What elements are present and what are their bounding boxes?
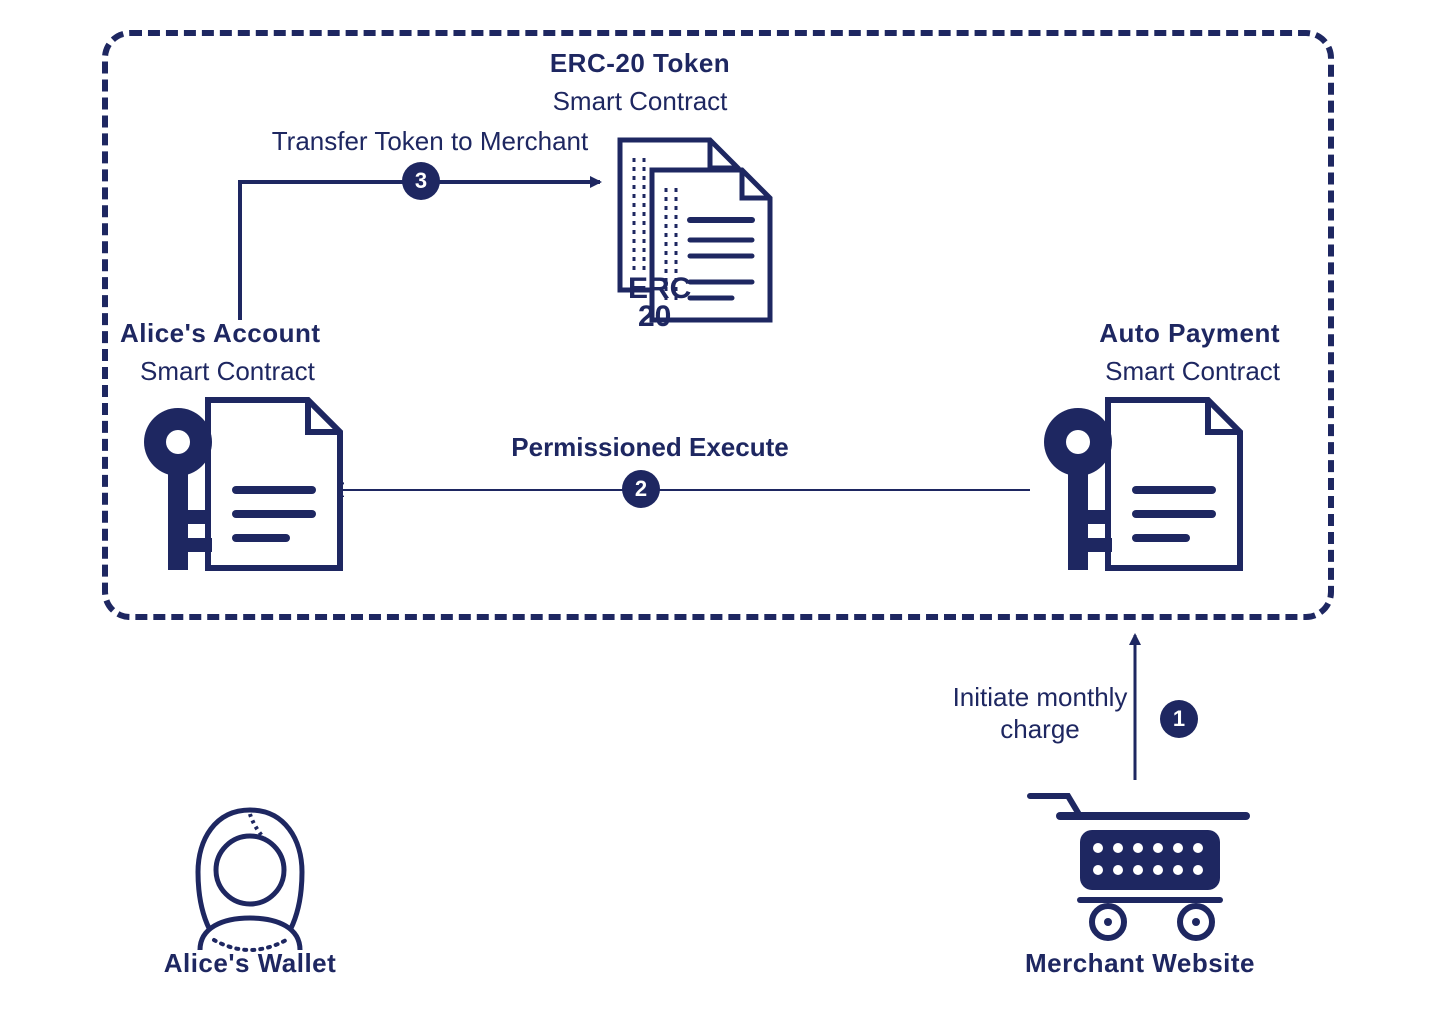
diagram-stage: ERC 20 [0,0,1440,1021]
merchant-website-label: Merchant Website [1010,948,1270,979]
step3-label: Transfer Token to Merchant [260,126,600,157]
shopping-cart-icon [1030,796,1246,938]
alice-wallet-label: Alice's Wallet [130,948,370,979]
step3-badge: 3 [402,162,440,200]
alice-account-subtitle: Smart Contract [140,356,380,387]
alice-person-icon [198,810,302,950]
alice-account-title: Alice's Account [120,318,380,349]
erc20-subtitle: Smart Contract [500,86,780,117]
step1-badge: 1 [1160,700,1198,738]
step2-badge: 2 [622,470,660,508]
step1-label-line2: charge [930,714,1150,745]
step1-label-line1: Initiate monthly [930,682,1150,713]
auto-payment-title: Auto Payment [1040,318,1280,349]
auto-payment-subtitle: Smart Contract [1040,356,1280,387]
erc20-title: ERC-20 Token [500,48,780,79]
step2-label: Permissioned Execute [490,432,810,463]
